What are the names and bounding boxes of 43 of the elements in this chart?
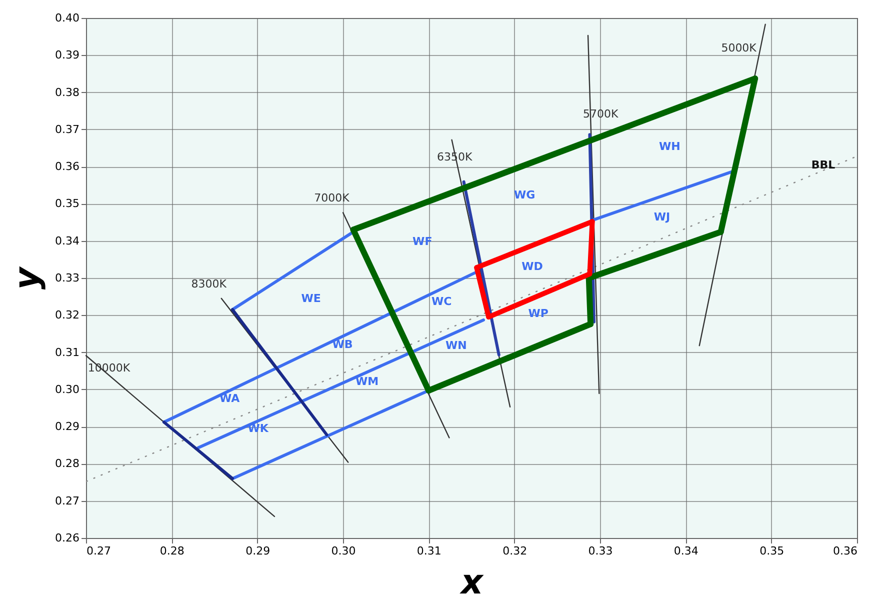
x-tick-label: 0.27	[86, 544, 111, 558]
x-tick-label: 0.31	[416, 544, 442, 558]
y-tick-label: 0.38	[55, 86, 80, 99]
y-tick-label: 0.31	[55, 346, 80, 359]
annotation: 8300K	[191, 278, 228, 291]
annotation: WN	[446, 339, 467, 352]
annotation: 5000K	[721, 41, 758, 54]
annotation: BBL	[811, 158, 836, 172]
y-tick-label: 0.29	[55, 420, 80, 434]
x-tick-label: 0.35	[760, 544, 784, 558]
annotation: WB	[332, 338, 353, 352]
x-tick-label: 0.33	[588, 544, 613, 558]
y-tick-label: 0.33	[55, 272, 80, 284]
y-tick-label: 0.39	[55, 48, 80, 62]
annotation: WM	[356, 375, 379, 388]
x-tick-label: 0.28	[160, 544, 184, 558]
y-tick-label: 0.27	[55, 494, 80, 508]
annotation: WC	[431, 294, 452, 308]
annotation: WP	[528, 307, 548, 320]
y-tick-label: 0.36	[55, 160, 80, 174]
x-axis-title: x	[459, 562, 484, 602]
annotation: WD	[522, 260, 543, 273]
annotation: WJ	[654, 210, 670, 224]
x-tick-label: 0.29	[246, 544, 270, 558]
y-tick-label: 0.30	[55, 382, 80, 396]
y-tick-label: 0.32	[55, 308, 80, 322]
annotation: WG	[514, 188, 536, 202]
y-tick-label: 0.35	[55, 197, 80, 210]
y-axis-title: y	[7, 266, 48, 290]
y-tick-label: 0.37	[55, 122, 80, 136]
y-tick-label: 0.26	[55, 532, 80, 544]
annotation: WE	[301, 292, 321, 305]
y-tick-label: 0.40	[55, 12, 80, 24]
y-tick-label: 0.34	[55, 234, 80, 248]
annotation: WA	[220, 392, 240, 405]
annotation: 7000K	[314, 191, 350, 204]
y-tick-label: 0.28	[55, 457, 80, 470]
x-tick-label: 0.36	[833, 544, 858, 558]
x-tick-label: 0.32	[502, 544, 528, 558]
x-tick-label: 0.30	[331, 544, 356, 558]
x-tick-label: 0.34	[674, 544, 698, 558]
annotation: WH	[659, 140, 680, 154]
annotation: WF	[412, 235, 432, 248]
